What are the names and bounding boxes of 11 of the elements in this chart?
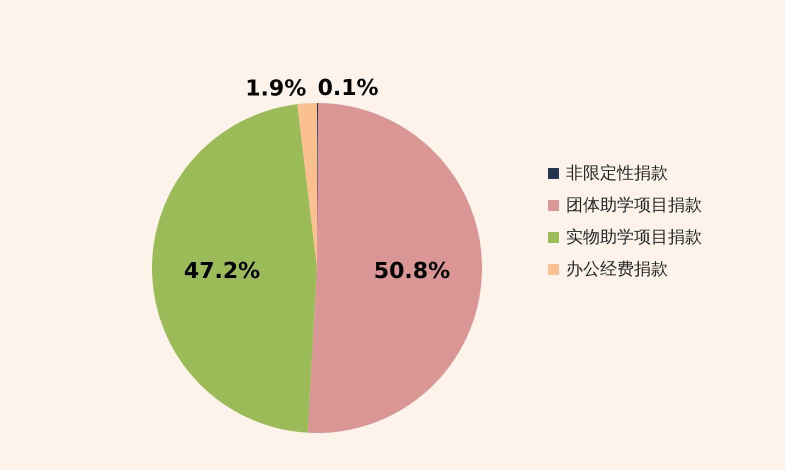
legend-label: 实物助学项目捐款 [566,228,702,248]
legend-label: 团体助学项目捐款 [566,196,702,216]
pie-slice [152,104,317,433]
data-label: 1.9% [245,76,306,102]
data-label: 47.2% [184,258,260,284]
legend-label: 办公经费捐款 [566,260,668,280]
legend-label: 非限定性捐款 [566,164,668,184]
data-label: 50.8% [374,258,450,284]
data-label: 0.1% [318,76,379,101]
pie-slice [297,103,317,268]
pie-slice [308,103,482,433]
